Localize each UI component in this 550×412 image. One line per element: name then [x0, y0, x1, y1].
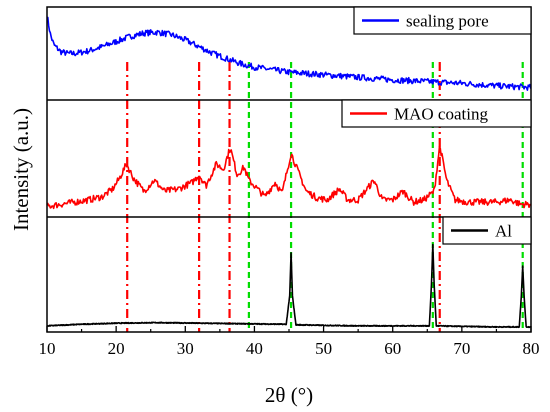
x-tick-label-4: 50: [315, 339, 332, 358]
x-axis-label: 2θ (°): [265, 383, 313, 407]
x-ticks: [46, 326, 532, 332]
legend-label-1: MAO coating: [394, 105, 488, 124]
legend-label-2: Al: [495, 222, 512, 241]
x-tick-label-0: 10: [39, 339, 56, 358]
series-lines: [46, 16, 532, 329]
legend-label-0: sealing pore: [406, 12, 489, 31]
x-tick-label-1: 20: [108, 339, 125, 358]
x-tick-labels: 10 20 30 40 50 60 70 80: [39, 339, 540, 358]
x-tick-label-6: 70: [453, 339, 470, 358]
x-tick-label-3: 40: [246, 339, 263, 358]
x-tick-label-5: 60: [384, 339, 401, 358]
plot-border: [46, 6, 532, 333]
series-line-1: [46, 145, 531, 210]
series-line-2: [46, 243, 532, 329]
series-line-0: [46, 16, 532, 91]
x-tick-label-7: 80: [523, 339, 540, 358]
x-tick-label-2: 30: [177, 339, 194, 358]
y-axis-label: Intensity (a.u.): [9, 108, 33, 231]
legends: sealing pore MAO coating Al: [341, 6, 532, 245]
plot-frame: [46, 6, 532, 333]
